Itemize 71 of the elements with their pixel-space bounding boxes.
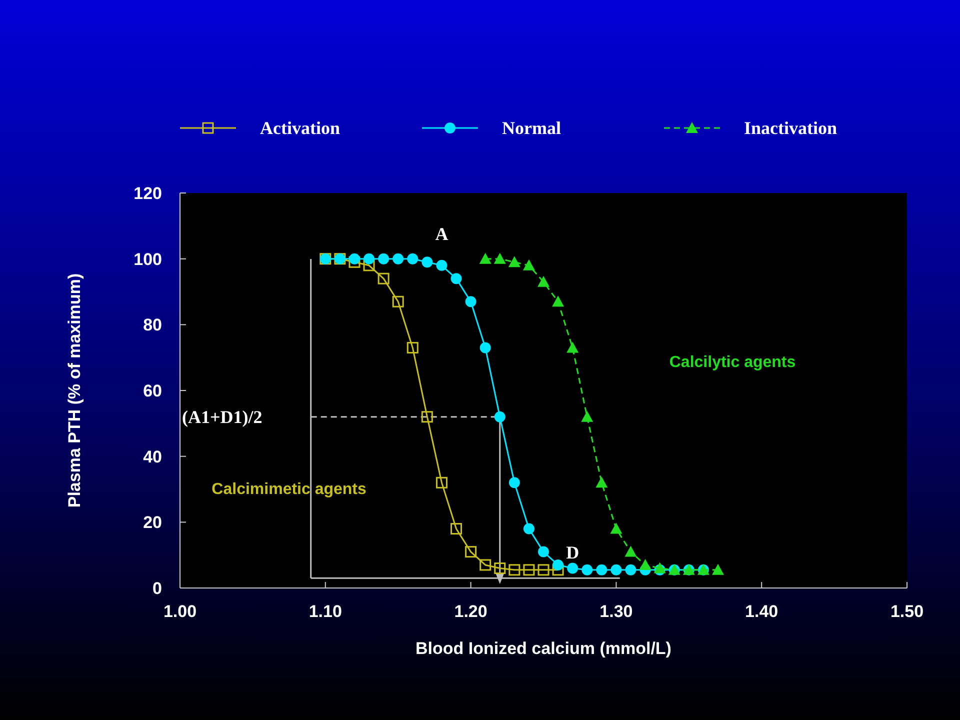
point xyxy=(436,476,448,488)
point xyxy=(450,523,462,534)
point xyxy=(596,476,608,488)
point xyxy=(624,546,637,557)
y-tick-label: 20 xyxy=(143,513,162,532)
point xyxy=(479,252,492,264)
point xyxy=(465,546,477,558)
x-tick-label: 1.00 xyxy=(163,602,197,621)
point xyxy=(480,559,492,571)
x-tick-label: 1.50 xyxy=(890,602,924,621)
annotation: Calcilytic agents xyxy=(669,354,796,371)
point xyxy=(392,296,404,308)
y-axis-title: Plasma PTH (% of maximum) xyxy=(65,273,84,508)
y-tick-label: 0 xyxy=(152,579,162,598)
point xyxy=(567,562,578,574)
point xyxy=(523,564,535,576)
point xyxy=(407,253,418,264)
point xyxy=(450,273,462,284)
point xyxy=(522,259,535,270)
point xyxy=(378,272,390,284)
y-tick-label: 100 xyxy=(134,250,162,269)
point xyxy=(581,410,594,422)
point xyxy=(552,559,564,570)
point xyxy=(378,253,390,264)
point xyxy=(625,564,636,576)
point xyxy=(508,564,520,576)
legend-label: Normal xyxy=(502,118,561,138)
x-tick-label: 1.30 xyxy=(600,602,633,621)
point xyxy=(552,296,564,307)
point xyxy=(610,522,622,534)
point xyxy=(494,411,506,422)
point xyxy=(406,342,418,354)
point xyxy=(538,564,550,576)
x-tick-label: 1.10 xyxy=(308,602,342,621)
y-tick-label: 40 xyxy=(143,447,162,466)
point xyxy=(508,256,520,268)
y-tick-label: 80 xyxy=(143,316,162,335)
point xyxy=(494,252,506,264)
point xyxy=(363,260,375,272)
point xyxy=(480,342,491,354)
y-tick-label: 120 xyxy=(134,184,162,203)
point xyxy=(494,562,506,574)
point xyxy=(508,477,520,488)
point xyxy=(552,564,564,576)
annotation: D xyxy=(566,542,580,562)
point xyxy=(538,276,550,287)
y-tick-label: 60 xyxy=(143,382,162,400)
point xyxy=(582,564,593,576)
legend-label: Activation xyxy=(260,118,340,138)
point xyxy=(364,253,375,264)
x-tick-label: 1.20 xyxy=(454,602,488,621)
ref-line-label: (A1+D1)/2 xyxy=(182,406,262,427)
point xyxy=(392,253,404,264)
point xyxy=(436,260,448,271)
point xyxy=(538,546,549,558)
point xyxy=(610,564,622,576)
annotation: Calcimimetic agents xyxy=(212,481,367,498)
point xyxy=(596,564,608,576)
x-axis-title: Blood Ionized calcium (mmol/L) xyxy=(416,639,672,658)
annotation: A xyxy=(435,224,448,244)
point xyxy=(348,253,360,264)
point xyxy=(523,523,534,534)
point xyxy=(639,558,652,570)
point xyxy=(348,256,360,268)
point xyxy=(712,564,724,575)
x-tick-label: 1.40 xyxy=(745,602,778,621)
point xyxy=(566,342,579,353)
point xyxy=(421,411,433,423)
point xyxy=(465,296,476,308)
point xyxy=(422,256,433,268)
legend-label: Inactivation xyxy=(744,118,838,138)
